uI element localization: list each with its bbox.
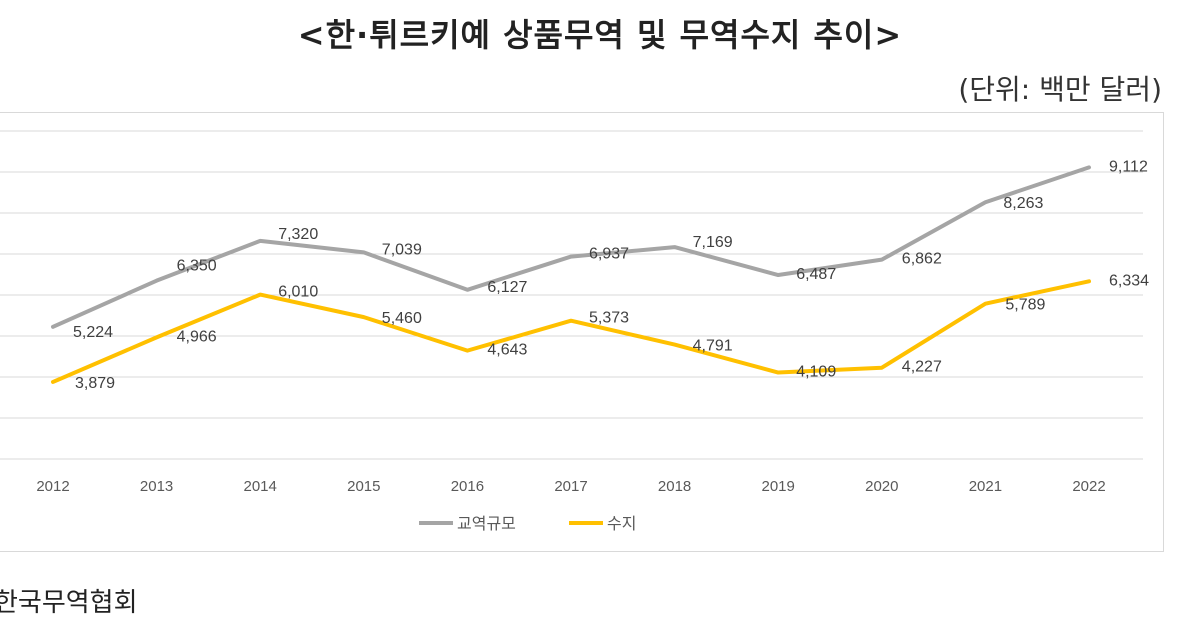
- data-label: 4,109: [796, 364, 836, 381]
- x-tick-label: 2019: [762, 478, 795, 495]
- x-tick-label: 2021: [969, 478, 1002, 495]
- data-label: 6,487: [796, 266, 836, 283]
- x-tick-label: 2015: [347, 478, 380, 495]
- data-label: 5,460: [382, 310, 422, 327]
- data-label: 4,791: [693, 338, 733, 355]
- data-label: 6,862: [902, 251, 942, 268]
- data-label: 6,937: [589, 246, 629, 263]
- data-label: 7,169: [693, 234, 733, 251]
- data-label: 6,350: [177, 258, 217, 275]
- x-tick-label: 2022: [1072, 478, 1105, 495]
- unit-label: (단위: 백만 달러): [958, 73, 1162, 106]
- data-label: 4,227: [902, 359, 942, 376]
- data-label: 5,224: [73, 324, 113, 341]
- data-label: 4,966: [177, 328, 217, 345]
- data-label: 7,039: [382, 241, 422, 258]
- chart-title: <한·튀르키예 상품무역 및 무역수지 추이>: [297, 16, 903, 54]
- data-label: 6,010: [278, 284, 318, 301]
- chart-area: 2012 2013 2014 2015 2016 2017 2018 2019 2020 2021…: [0, 112, 1164, 552]
- data-label: 7,320: [278, 226, 318, 243]
- x-tick-label: 2013: [140, 478, 173, 495]
- series-trade-volume-line: [51, 165, 1091, 329]
- source-label: 한국무역협회: [0, 588, 138, 618]
- data-label: 5,789: [1005, 297, 1045, 314]
- data-label: 3,879: [75, 375, 115, 392]
- data-label: 6,334: [1109, 272, 1149, 289]
- x-tick-label: 2020: [865, 478, 898, 495]
- legend-label: 교역규모: [457, 514, 516, 533]
- x-tick-label: 2018: [658, 478, 691, 495]
- x-tick-label: 2014: [244, 478, 277, 495]
- x-tick-label: 2012: [36, 478, 69, 495]
- data-label: 9,112: [1109, 158, 1148, 175]
- data-label: 8,263: [1003, 195, 1043, 212]
- data-label: 6,127: [487, 279, 527, 296]
- data-label: 5,373: [589, 310, 629, 327]
- data-label: 4,643: [487, 342, 527, 359]
- x-tick-label: 2017: [554, 478, 587, 495]
- line-chart: 2012 2013 2014 2015 2016 2017 2018 2019 2020 2021…: [0, 130, 1149, 533]
- legend-label: 수지: [607, 514, 636, 533]
- x-tick-label: 2016: [451, 478, 484, 495]
